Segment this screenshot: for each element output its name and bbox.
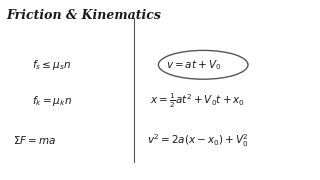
Text: $f_s \leq \mu_s n$: $f_s \leq \mu_s n$ [32, 58, 71, 72]
Text: $f_k = \mu_k n$: $f_k = \mu_k n$ [32, 94, 72, 108]
Text: $v = at + V_0$: $v = at + V_0$ [166, 58, 222, 72]
Text: $x = \frac{1}{2}at^2 + V_0 t + x_0$: $x = \frac{1}{2}at^2 + V_0 t + x_0$ [150, 92, 245, 110]
Text: $\Sigma F = ma$: $\Sigma F = ma$ [13, 134, 56, 146]
Text: $v^2 = 2a(x - x_0) + V_0^2$: $v^2 = 2a(x - x_0) + V_0^2$ [147, 132, 249, 149]
Text: Friction & Kinematics: Friction & Kinematics [6, 9, 161, 22]
